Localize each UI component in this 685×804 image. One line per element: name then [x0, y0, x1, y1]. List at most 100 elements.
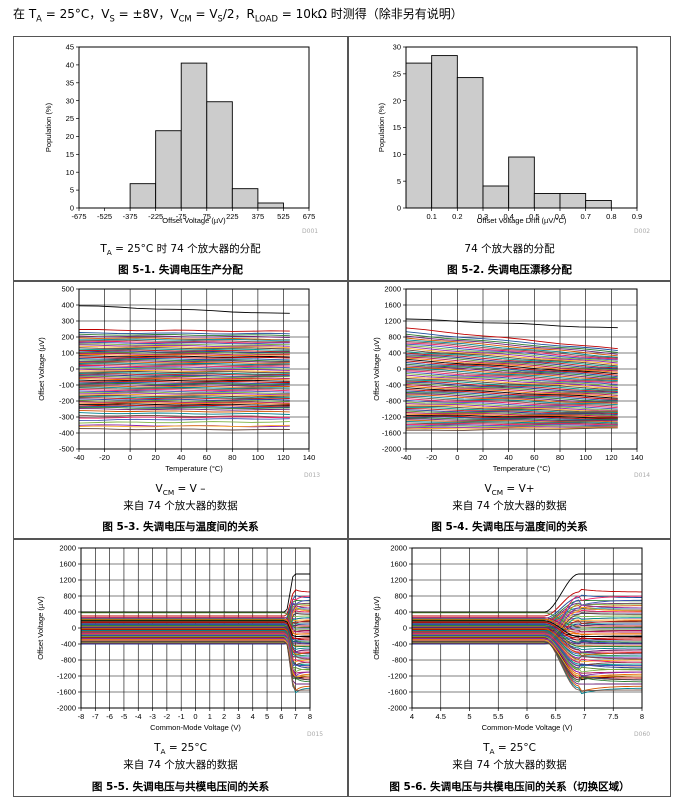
- y-tick-label: -800: [61, 656, 76, 665]
- x-tick-label: -5: [121, 712, 128, 721]
- y-tick-label: 5: [70, 186, 74, 195]
- chart-code: D013: [304, 472, 321, 479]
- series-line: [412, 621, 642, 641]
- x-tick-label: 4: [251, 712, 255, 721]
- series-line: [79, 360, 290, 363]
- series-line: [78, 345, 290, 349]
- x-tick-label: 60: [203, 453, 211, 462]
- series-line: [405, 412, 618, 418]
- page-heading: 在 TA = 25°C，VS = ±8V，VCM = VS/2，RLOAD = …: [13, 5, 463, 23]
- series-line: [79, 329, 290, 332]
- series-line: [79, 403, 290, 406]
- figure-panel-offset-vs-vcm: -8 -7 -6 -5 -4 -3 -2 -1 0 1 2 3 4 5 6 7 8 -2000 -1600 -1200…: [13, 539, 348, 797]
- series-line: [405, 392, 618, 402]
- x-tick-label: 225: [226, 212, 239, 221]
- series-line: [79, 375, 290, 378]
- histogram-bar: [129, 183, 157, 209]
- series-line: [412, 629, 642, 657]
- series-line: [405, 423, 618, 426]
- x-tick-label: 0.9: [632, 212, 642, 221]
- series-line: [412, 594, 642, 619]
- y-axis-label: Population (%): [44, 102, 53, 152]
- x-tick-label: -2: [164, 712, 171, 721]
- x-tick-label: 0.3: [478, 212, 488, 221]
- series-line: [412, 620, 642, 638]
- chart-condition: VCM = V+: [349, 483, 670, 497]
- series-line: [405, 404, 618, 412]
- y-tick-label: 2000: [59, 544, 76, 553]
- y-tick-label: 45: [66, 43, 74, 52]
- x-axis-label: Common-Mode Voltage (V): [150, 723, 241, 732]
- y-tick-label: 2000: [384, 285, 401, 294]
- series-line: [78, 414, 290, 418]
- series-line: [78, 339, 290, 343]
- x-axis-label: Temperature (°C): [165, 464, 223, 473]
- x-tick-label: 0.6: [555, 212, 565, 221]
- series-line: [405, 426, 618, 430]
- x-tick-label: 0: [455, 453, 459, 462]
- series-line: [78, 392, 290, 395]
- chart-code: D060: [634, 731, 651, 738]
- series-line: [405, 327, 618, 350]
- y-tick-label: 10: [393, 150, 401, 159]
- series-line: [78, 391, 290, 394]
- series-line: [78, 404, 290, 407]
- heading-mid3: = V: [191, 7, 218, 21]
- x-tick-label: 80: [556, 453, 564, 462]
- x-tick-label: -675: [71, 212, 86, 221]
- x-tick-label: -4: [135, 712, 142, 721]
- series-line: [81, 618, 310, 636]
- y-tick-label: 15: [393, 123, 401, 132]
- figure-panel-offset-histogram: -675 -525 -375 -225 -75 75 225 375 525 675 0 5 10 15 2…: [13, 36, 348, 281]
- x-tick-label: 7: [294, 712, 298, 721]
- series-line: [405, 374, 618, 388]
- offset-drift-histogram-chart: 0.1 0.2 0.3 0.4 0.5 0.6 0.7 0.8 0.9 0 5 10 15 20 25 30 O…: [377, 43, 642, 225]
- y-tick-label: -200: [59, 397, 74, 406]
- figure-caption: 图 5-1. 失调电压生产分配: [118, 264, 243, 276]
- y-tick-label: -1200: [57, 672, 76, 681]
- series-line: [412, 623, 642, 644]
- series-line: [78, 371, 290, 374]
- series-line: [405, 390, 618, 401]
- series-line: [405, 372, 618, 387]
- series-line: [412, 633, 643, 663]
- y-axis-label: Offset Voltage (µV): [372, 337, 381, 401]
- series-line: [405, 417, 618, 421]
- heading-mid1: = 25°C，V: [41, 7, 110, 21]
- series-line: [405, 362, 618, 378]
- series-line: [405, 408, 618, 414]
- figure-panel-offset-vs-temp-high: -40 -20 0 20 40 60 80 100 120 140 -2000 -1600 -1200 -…: [348, 281, 671, 539]
- offset-voltage-histogram-chart: -675 -525 -375 -225 -75 75 225 375 525 675 0 5 10 15 2…: [44, 43, 315, 225]
- series-line: [78, 421, 290, 424]
- y-tick-label: 25: [393, 69, 401, 78]
- series-line: [78, 361, 290, 364]
- series-line: [78, 401, 290, 404]
- x-axis-label: Offset Voltage (µV): [162, 216, 226, 225]
- series-line: [405, 342, 618, 360]
- x-tick-label: 0.5: [529, 212, 539, 221]
- series-line: [81, 637, 311, 677]
- series-line: [405, 377, 618, 390]
- chart-subcaption: 来自 74 个放大器的数据: [452, 500, 567, 512]
- y-tick-label: 800: [394, 592, 407, 601]
- x-tick-label: 8: [308, 712, 312, 721]
- y-tick-label: 400: [61, 301, 74, 310]
- chart-condition: TA = 25°C 时 74 个放大器的分配: [14, 241, 347, 257]
- y-tick-label: -100: [59, 381, 74, 390]
- offset-vs-common-mode-transition-chart: 4 4.5 5 5.5 6 6.5 7 7.5 8 -2000 -1600 -1200 -800 -400…: [372, 544, 644, 732]
- series-line: [405, 425, 618, 429]
- series-line: [405, 363, 618, 379]
- series-line: [78, 390, 290, 393]
- series-line: [405, 335, 618, 355]
- series-line: [405, 401, 618, 411]
- histogram-bar: [508, 156, 535, 209]
- series-line: [78, 362, 290, 365]
- series-line: [81, 639, 310, 678]
- x-tick-label: 0: [193, 712, 197, 721]
- y-tick-label: 1200: [390, 576, 407, 585]
- series-line: [405, 416, 618, 420]
- series-line: [81, 620, 310, 638]
- y-tick-label: 500: [61, 285, 74, 294]
- series-line: [405, 339, 618, 358]
- series-line: [412, 634, 642, 667]
